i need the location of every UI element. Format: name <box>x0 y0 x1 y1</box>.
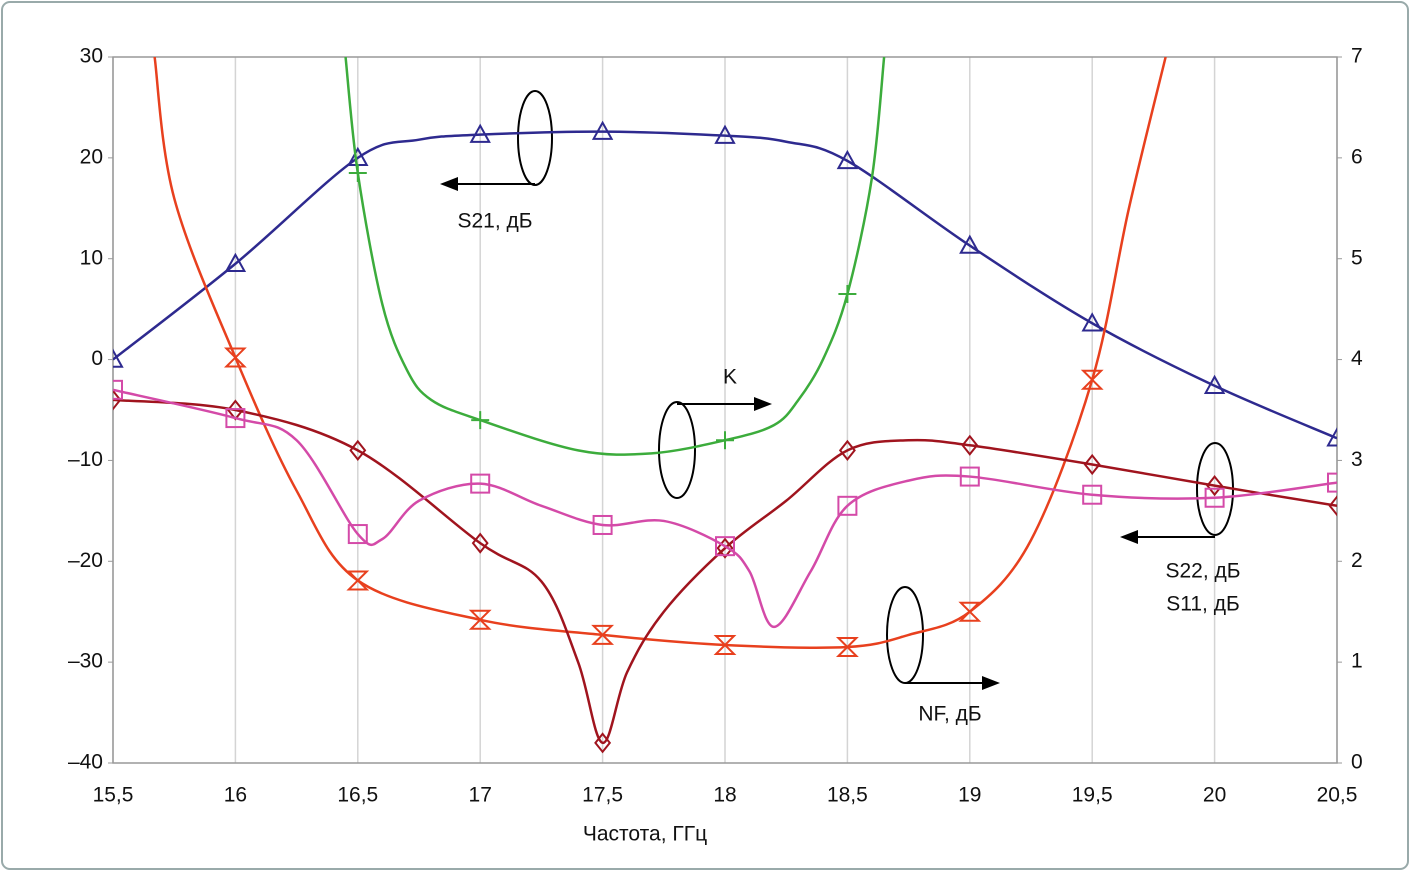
marker <box>591 120 614 140</box>
marker <box>113 348 124 368</box>
marker <box>716 537 734 559</box>
marker <box>223 347 247 368</box>
marker <box>1080 369 1104 390</box>
marker <box>837 495 858 516</box>
y-tick-label: –30 <box>68 650 103 673</box>
marker <box>835 637 859 658</box>
y-tick-label: 0 <box>91 347 103 370</box>
marker <box>1082 484 1103 505</box>
y2-tick-label: 4 <box>1351 347 1363 370</box>
marker <box>1328 495 1337 517</box>
marker <box>471 411 490 430</box>
y2-tick-label: 1 <box>1351 650 1363 673</box>
y2-tick-label: 0 <box>1351 751 1363 774</box>
marker <box>836 149 859 170</box>
y2-tick-label: 3 <box>1351 448 1363 471</box>
marker <box>1327 472 1337 493</box>
marker <box>958 601 982 622</box>
y-tick-label: 20 <box>80 145 103 168</box>
marker <box>113 389 122 411</box>
x-tick-label: 17,5 <box>582 784 623 807</box>
marker <box>1206 475 1224 497</box>
y-tick-label: –40 <box>68 751 103 774</box>
marker <box>838 439 856 461</box>
marker <box>1326 427 1337 447</box>
y2-tick-label: 2 <box>1351 549 1363 572</box>
marker <box>471 532 489 554</box>
arrowhead <box>1120 530 1138 544</box>
y-tick-label: –20 <box>68 549 103 572</box>
marker <box>113 379 123 400</box>
marker <box>1204 487 1225 508</box>
ellipse <box>658 401 696 499</box>
y2-tick-label: 6 <box>1351 145 1363 168</box>
x-tick-label: 16 <box>224 784 247 807</box>
arrowheads <box>440 177 1138 690</box>
series-label: S21, дБ <box>457 210 532 233</box>
y-tick-label: –10 <box>68 448 103 471</box>
arrowhead <box>982 676 1000 690</box>
y2-tick-label: 7 <box>1351 45 1363 68</box>
y2-tick-label: 5 <box>1351 246 1363 269</box>
marker <box>468 609 492 630</box>
y-tick-label: 10 <box>80 246 103 269</box>
arrowhead <box>754 397 772 411</box>
x-tick-label: 18,5 <box>827 784 868 807</box>
series-line <box>113 398 1337 745</box>
x-tick-label: 19 <box>958 784 981 807</box>
x-tick-label: 17 <box>469 784 492 807</box>
marker <box>959 466 980 487</box>
marker <box>349 439 367 461</box>
marker <box>470 473 491 494</box>
marker <box>1081 312 1103 332</box>
marker <box>1083 453 1101 476</box>
marker <box>347 524 368 545</box>
marker <box>713 634 737 655</box>
marker <box>716 431 734 450</box>
x-tick-label: 18 <box>713 784 736 807</box>
series-label: NF, дБ <box>918 703 981 726</box>
marker <box>224 252 247 272</box>
series-line <box>153 57 1167 649</box>
marker <box>594 732 612 754</box>
marker <box>715 536 735 557</box>
x-tick-label: 20 <box>1203 784 1226 807</box>
series-label: K <box>723 366 737 389</box>
x-tick-label: 16,5 <box>337 784 378 807</box>
marker <box>346 570 370 591</box>
marker <box>961 434 979 456</box>
x-tick-label: 15,5 <box>93 784 134 807</box>
marker <box>1203 374 1226 394</box>
marker <box>592 514 613 535</box>
y-tick-label: 30 <box>80 45 103 68</box>
series-line <box>113 388 1337 629</box>
plot-area <box>113 57 1337 754</box>
marker <box>838 285 857 304</box>
marker <box>348 163 367 182</box>
series-label: S11, дБ <box>1166 593 1240 616</box>
marker <box>959 234 981 254</box>
marker <box>469 123 491 143</box>
marker <box>714 124 736 144</box>
series-label: S22, дБ <box>1165 560 1240 583</box>
x-axis-label: Частота, ГГц <box>583 823 707 846</box>
marker <box>591 624 615 645</box>
x-tick-label: 19,5 <box>1072 784 1113 807</box>
x-tick-label: 20,5 <box>1317 784 1358 807</box>
marker <box>225 408 246 429</box>
arrowhead <box>440 177 458 191</box>
